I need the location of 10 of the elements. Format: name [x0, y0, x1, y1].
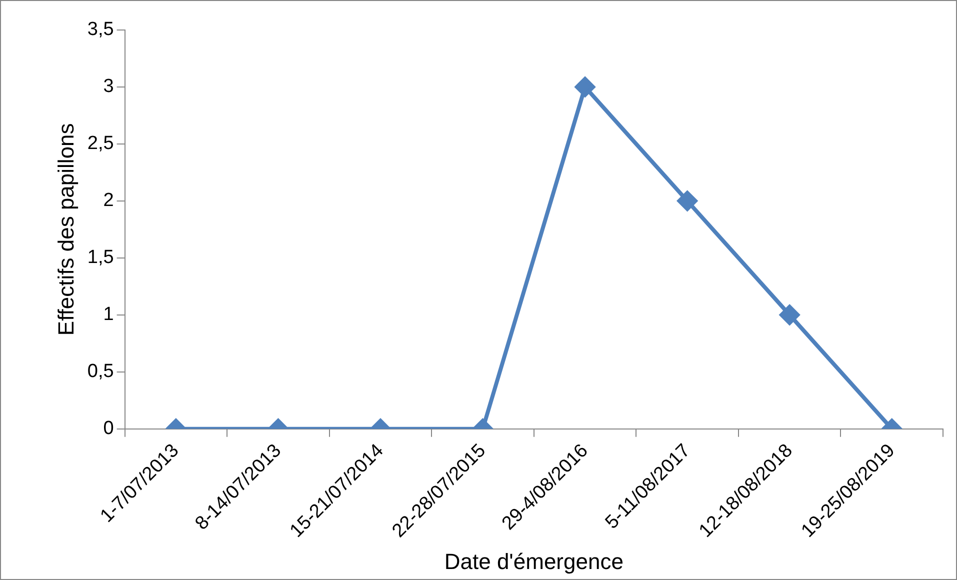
y-tick-label: 2,5: [87, 133, 114, 154]
y-tick-label: 0: [103, 418, 114, 440]
y-tick-label: 2: [103, 190, 114, 212]
y-tick-label: 1,5: [87, 247, 114, 268]
y-tick-label: 1: [103, 304, 114, 326]
y-tick-label: 3: [103, 76, 114, 98]
x-axis-title: Date d'émergence: [444, 548, 624, 574]
y-tick-label: 0,5: [87, 361, 114, 382]
y-tick-label: 3,5: [87, 19, 114, 40]
y-axis-title: Effectifs des papillons: [53, 123, 78, 336]
